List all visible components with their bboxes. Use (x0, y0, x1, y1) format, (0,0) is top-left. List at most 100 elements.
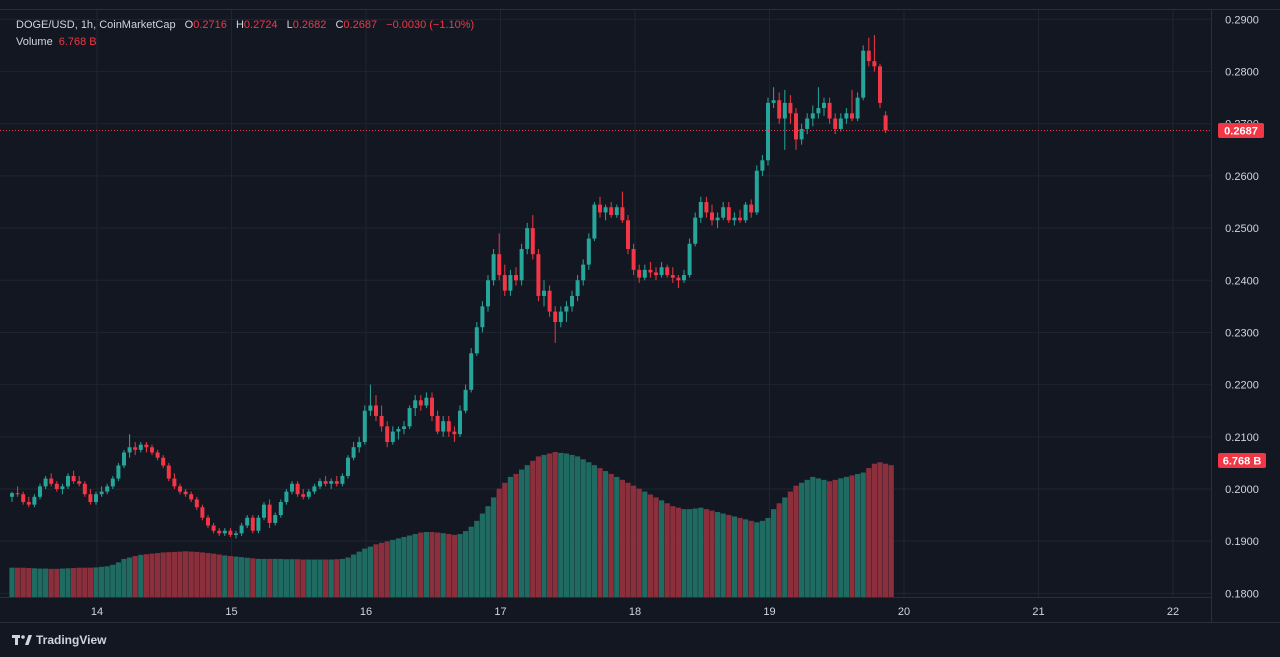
legend-change: −0.0030 (−1.10%) (386, 19, 475, 31)
candle-body (49, 478, 54, 484)
candle (799, 123, 804, 145)
volume-bar (715, 512, 721, 597)
legend-high-value: 0.2724 (243, 19, 278, 31)
candle-body (474, 327, 479, 354)
candle-body (822, 102, 826, 109)
candle (525, 222, 530, 255)
volume-bar (283, 559, 289, 597)
candle-body (732, 217, 737, 221)
candle (94, 491, 98, 505)
candle (379, 405, 384, 432)
candle (642, 264, 647, 281)
candle (267, 499, 272, 529)
candle-body (827, 102, 832, 119)
volume-bar (48, 568, 54, 597)
legend-open-value: 0.2716 (193, 19, 227, 31)
candle-body (267, 504, 272, 523)
volume-bar (311, 559, 317, 597)
candle-body (570, 295, 574, 307)
candle (710, 204, 714, 226)
candle (150, 444, 154, 456)
volume-bar (776, 503, 782, 597)
candle-body (687, 243, 692, 276)
candle-body (553, 311, 558, 323)
candle-body (194, 499, 199, 508)
candle-body (77, 481, 82, 484)
candle (71, 470, 76, 484)
candle (127, 434, 132, 458)
candle (60, 483, 65, 495)
candle-body (693, 217, 698, 244)
candle (754, 165, 759, 216)
legend-symbol[interactable]: DOGE/USD (16, 19, 75, 31)
candle (105, 483, 110, 495)
candle-body (245, 517, 250, 526)
candle-body (670, 275, 675, 278)
tradingview-branding[interactable]: TradingView (12, 633, 106, 647)
candle-body (178, 486, 182, 492)
price-tick-label: 0.1800 (1225, 588, 1259, 600)
volume-bar (810, 476, 816, 597)
volume-bar (205, 553, 211, 597)
volume-bar (888, 465, 894, 597)
volume-bar (306, 559, 312, 597)
candle-body (273, 515, 278, 523)
candle-body (788, 102, 793, 114)
volume-bar (407, 535, 413, 597)
candle-body (771, 100, 776, 103)
candle-body (256, 517, 261, 531)
candle (726, 202, 731, 223)
candle-body (710, 212, 714, 221)
candle-body (38, 486, 42, 497)
volume-bar (474, 520, 480, 597)
volume-bar (143, 554, 149, 597)
volume-bar (843, 476, 849, 597)
candle-body (222, 530, 227, 534)
volume-bar (541, 454, 547, 597)
candle-layer[interactable] (10, 35, 888, 539)
candle (301, 488, 306, 500)
candle-body (250, 517, 255, 531)
volume-bar (832, 479, 838, 597)
volume-bar (591, 465, 597, 597)
candle-body (424, 397, 429, 406)
candle (648, 262, 653, 278)
candle-body (497, 254, 502, 276)
candle-body (334, 481, 339, 484)
candle-body (71, 475, 76, 482)
volume-bar (261, 558, 267, 597)
candle (592, 202, 597, 242)
candle (844, 108, 849, 124)
candle (172, 473, 177, 489)
volume-bar (373, 544, 379, 597)
candle (357, 436, 362, 453)
volume-bar (356, 551, 362, 597)
candle (497, 233, 502, 281)
volume-bar (513, 473, 519, 597)
candle (262, 502, 266, 521)
legend-interval[interactable]: 1h (80, 19, 94, 31)
candle-body (262, 504, 266, 518)
candle (766, 97, 770, 166)
candle-body (603, 207, 608, 213)
volume-bar (71, 568, 77, 597)
candle-body (228, 530, 233, 535)
tradingview-label: TradingView (36, 633, 107, 647)
time-axis[interactable]: 14 15 16 17 18 19 20 21 22 (91, 606, 1179, 618)
legend-source: CoinMarketCap (99, 19, 176, 31)
candle (206, 515, 210, 529)
legend-volume-label[interactable]: Volume (16, 36, 53, 48)
candle (66, 473, 70, 489)
candle-body (234, 533, 238, 535)
candle (827, 97, 832, 124)
candle (133, 442, 138, 456)
volume-bar (463, 531, 469, 597)
candle-body (340, 475, 345, 484)
volume-bar (115, 562, 121, 597)
volume-bar (429, 531, 435, 597)
candle-body (346, 457, 350, 476)
candle (743, 202, 748, 223)
volume-bar (446, 534, 452, 597)
price-axis[interactable]: 0.29000.28000.27000.26000.25000.24000.23… (1225, 14, 1259, 600)
candle-body (592, 204, 597, 239)
